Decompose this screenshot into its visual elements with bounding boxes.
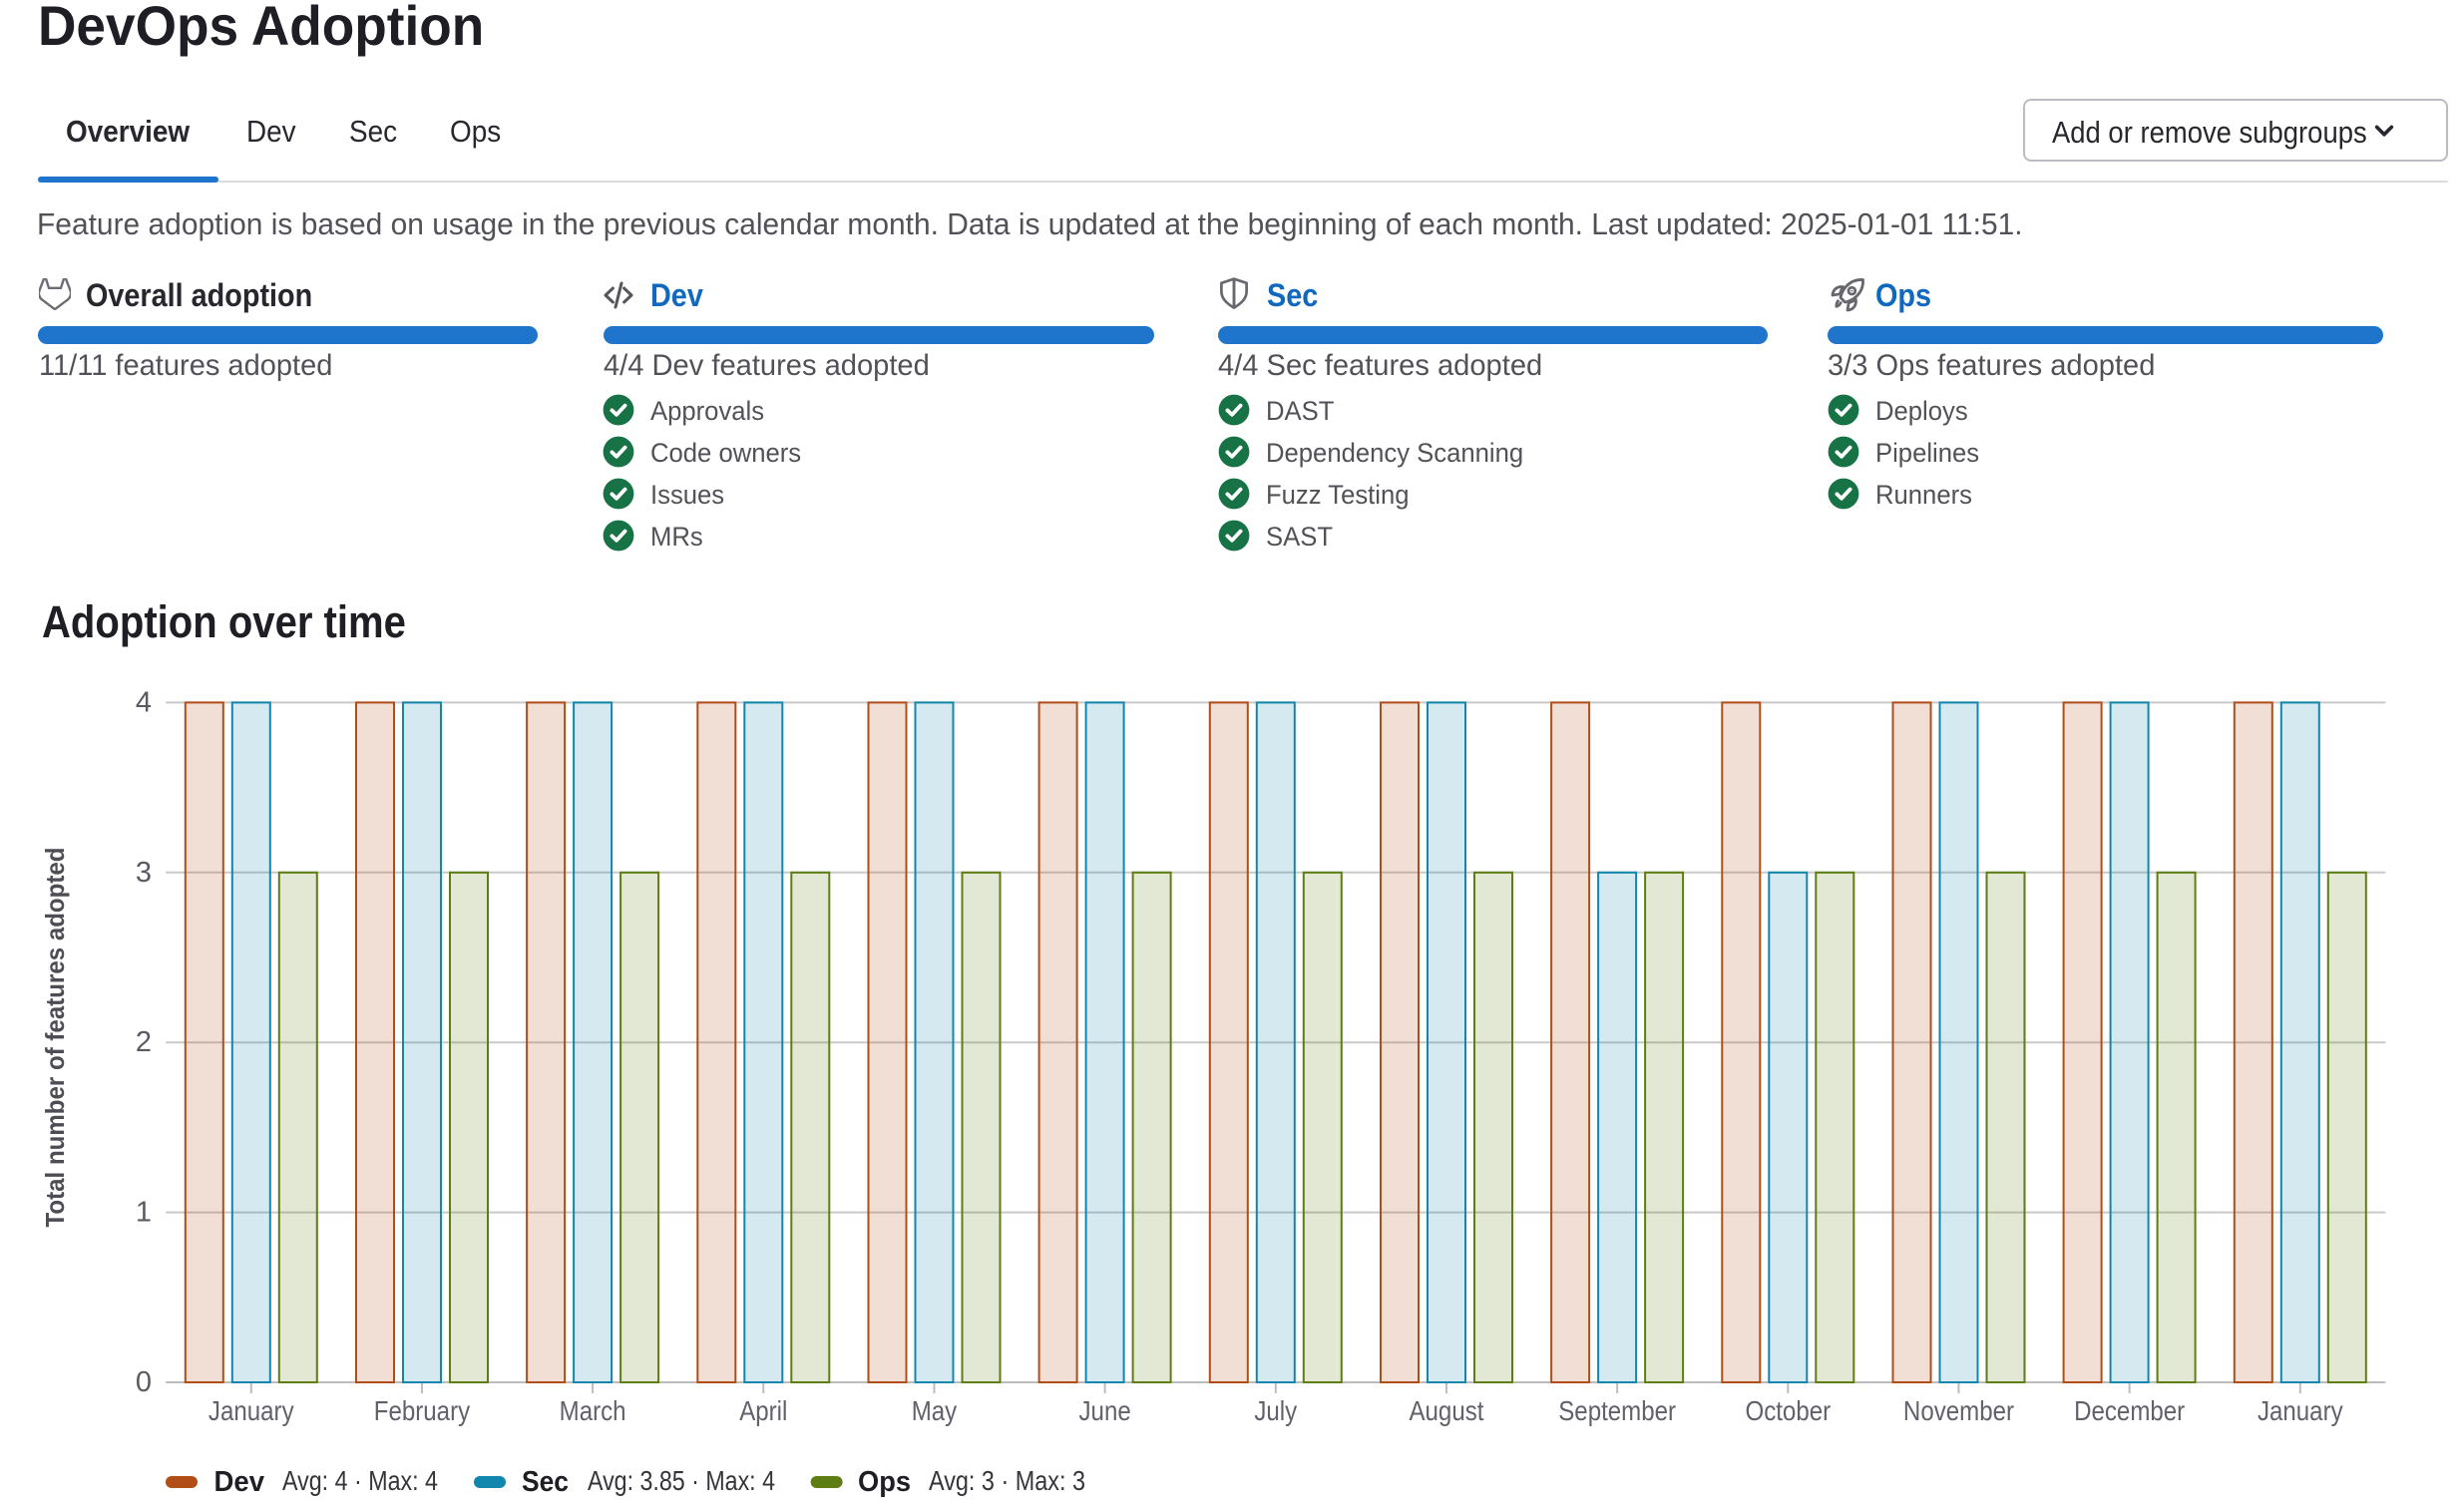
- svg-text:Sec: Sec: [522, 1466, 569, 1498]
- svg-text:August: August: [1409, 1395, 1483, 1426]
- svg-text:2: 2: [136, 1026, 152, 1058]
- svg-text:September: September: [1558, 1395, 1676, 1426]
- svg-text:January: January: [2258, 1395, 2343, 1426]
- svg-text:November: November: [1903, 1395, 2014, 1426]
- svg-text:Avg: 4 · Max: 4: Avg: 4 · Max: 4: [282, 1465, 438, 1496]
- svg-text:May: May: [912, 1395, 958, 1426]
- svg-text:December: December: [2074, 1395, 2185, 1426]
- svg-text:March: March: [560, 1395, 626, 1426]
- svg-text:February: February: [374, 1395, 470, 1426]
- svg-text:1: 1: [136, 1197, 152, 1229]
- svg-text:July: July: [1254, 1395, 1297, 1426]
- svg-text:Dev: Dev: [214, 1466, 265, 1498]
- svg-text:January: January: [208, 1395, 294, 1426]
- svg-text:0: 0: [136, 1366, 152, 1398]
- svg-text:3: 3: [136, 857, 152, 889]
- svg-text:4: 4: [136, 686, 152, 718]
- svg-text:Total number of features adopt: Total number of features adopted: [40, 848, 70, 1228]
- svg-text:April: April: [739, 1395, 787, 1426]
- svg-text:Avg: 3.85 · Max: 4: Avg: 3.85 · Max: 4: [588, 1465, 775, 1496]
- svg-text:June: June: [1079, 1395, 1131, 1426]
- svg-text:October: October: [1745, 1395, 1831, 1426]
- svg-text:Ops: Ops: [858, 1466, 911, 1498]
- svg-text:Avg: 3 · Max: 3: Avg: 3 · Max: 3: [929, 1465, 1085, 1496]
